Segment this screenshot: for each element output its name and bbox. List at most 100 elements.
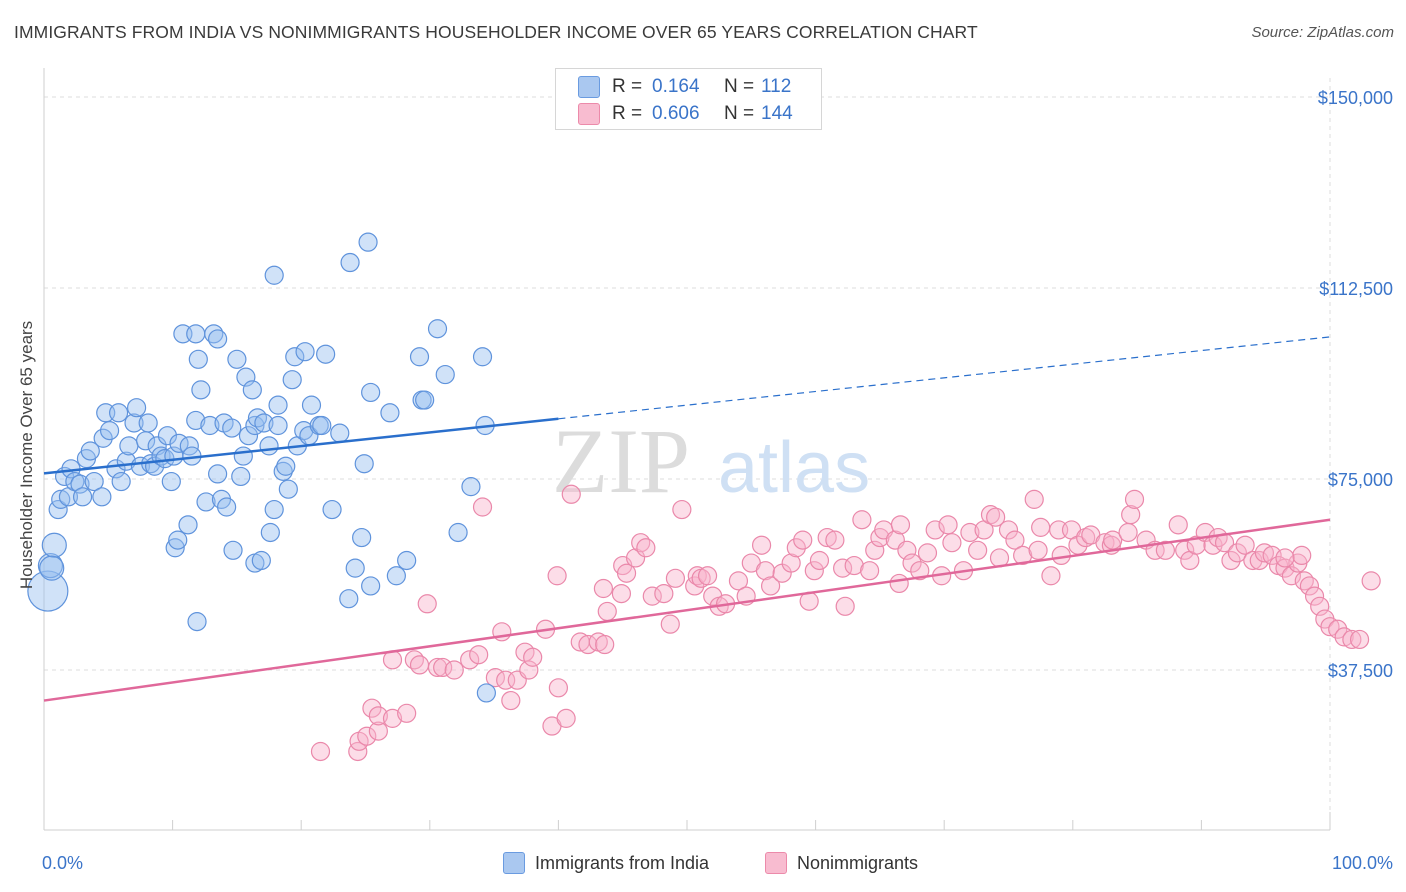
data-point — [276, 456, 296, 476]
data-point — [1235, 535, 1255, 555]
data-point — [260, 522, 280, 543]
data-point — [427, 657, 448, 678]
data-point — [925, 520, 945, 540]
legend-item-nonimmigrants[interactable]: Nonimmigrants — [765, 852, 918, 874]
data-point — [124, 413, 144, 433]
data-point — [382, 708, 403, 728]
data-point — [760, 576, 781, 596]
data-point — [1292, 545, 1312, 566]
data-point — [636, 538, 656, 558]
data-point — [339, 589, 359, 609]
data-point — [1243, 550, 1263, 571]
data-point — [1031, 517, 1051, 537]
data-point — [1024, 489, 1044, 509]
data-point — [561, 484, 581, 504]
data-point — [844, 555, 864, 576]
data-point — [92, 487, 112, 507]
data-point — [1275, 558, 1295, 578]
data-point — [825, 530, 845, 550]
data-point — [165, 538, 185, 558]
data-point — [519, 660, 539, 680]
data-point — [41, 532, 67, 558]
data-point — [672, 499, 692, 520]
data-point — [72, 487, 93, 507]
data-point — [1155, 540, 1175, 560]
data-point — [295, 342, 315, 362]
data-point — [833, 558, 853, 578]
data-point — [556, 708, 576, 728]
chart-title: IMMIGRANTS FROM INDIA VS NONIMMIGRANTS H… — [14, 22, 978, 42]
legend-swatch-india — [503, 852, 525, 874]
data-point — [448, 522, 468, 543]
data-point — [187, 612, 207, 632]
watermark-zip: ZIP — [552, 410, 690, 512]
data-point — [751, 535, 772, 555]
data-point — [404, 650, 424, 670]
data-point — [417, 594, 437, 614]
data-point — [1028, 540, 1048, 560]
y-tick-label: $112,500 — [1319, 279, 1393, 299]
legend-swatch-india — [578, 76, 600, 98]
data-point — [728, 571, 749, 591]
data-point — [415, 390, 435, 410]
data-point — [817, 527, 837, 548]
data-point — [1221, 550, 1241, 571]
trend-line-india — [43, 417, 559, 475]
data-point — [222, 418, 242, 438]
data-point — [200, 415, 220, 436]
data-point — [938, 515, 958, 535]
data-point — [316, 344, 336, 364]
data-point — [469, 645, 489, 665]
data-point — [1041, 566, 1061, 586]
data-point — [1328, 619, 1348, 639]
data-point — [523, 647, 543, 667]
legend-swatch-nonimmigrants — [765, 852, 787, 874]
tick-labels: $37,500 $75,000 $112,500 $150,000 0.0% 100.0% — [42, 88, 1393, 873]
data-point — [444, 660, 464, 680]
data-point — [1124, 489, 1145, 509]
data-point — [1342, 629, 1362, 650]
x-tick-label: 100.0% — [1332, 853, 1393, 873]
y-tick-label: $150,000 — [1318, 88, 1393, 108]
data-point — [1310, 596, 1330, 616]
data-point — [1299, 576, 1320, 596]
data-point — [345, 558, 365, 578]
r-label: R = — [612, 76, 643, 97]
data-point — [1361, 571, 1381, 591]
data-point — [409, 347, 430, 367]
data-point — [362, 698, 382, 718]
data-point — [268, 395, 288, 415]
data-point — [1005, 530, 1025, 550]
data-point — [397, 550, 417, 571]
data-point — [312, 415, 332, 436]
data-point — [223, 540, 243, 560]
data-point — [191, 380, 211, 400]
series-nonimmigrants — [310, 484, 1381, 762]
data-point — [942, 533, 962, 553]
data-point — [460, 650, 480, 670]
data-point — [39, 555, 65, 581]
data-point — [208, 464, 228, 484]
data-point — [1254, 543, 1275, 563]
data-point — [917, 543, 938, 563]
trend-line-nonimmigrants — [43, 518, 1331, 702]
data-point — [1320, 617, 1340, 637]
legend-label-india: Immigrants from India — [535, 852, 710, 873]
trend-lines — [43, 336, 1331, 702]
data-point — [352, 527, 372, 548]
data-point — [960, 522, 980, 543]
data-point — [111, 471, 131, 492]
data-point — [1334, 627, 1354, 647]
data-point — [433, 657, 453, 678]
data-point — [368, 706, 388, 726]
data-point — [37, 552, 64, 579]
y-tick-label: $37,500 — [1328, 661, 1393, 681]
legend-item-india[interactable]: Immigrants from India — [503, 852, 709, 874]
n-label: N = — [724, 76, 755, 97]
data-point — [361, 576, 381, 596]
data-point — [472, 497, 493, 517]
data-point — [547, 566, 567, 586]
trend-line-india-extrapolated — [558, 336, 1331, 420]
data-point — [368, 721, 388, 741]
data-point — [665, 568, 686, 588]
